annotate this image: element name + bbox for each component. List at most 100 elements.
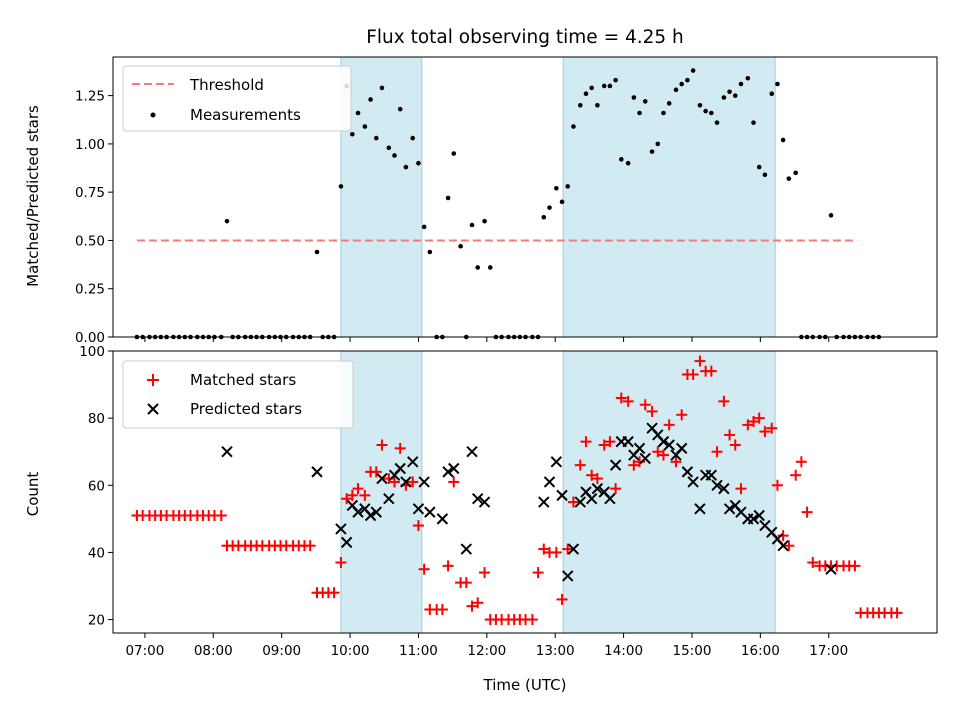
measurement-point xyxy=(571,124,576,129)
predicted-point xyxy=(448,462,460,475)
predicted-point xyxy=(609,459,622,471)
predicted-point xyxy=(562,570,574,582)
matched-point xyxy=(418,563,430,575)
observing-window-2 xyxy=(562,56,776,338)
matched-point xyxy=(407,476,419,488)
y-tick-label: 20 xyxy=(88,613,105,629)
matched-point xyxy=(389,476,401,488)
matched-point xyxy=(370,466,382,478)
matched-point xyxy=(376,439,388,451)
matched-point xyxy=(849,560,861,572)
predicted-point xyxy=(221,446,233,458)
measurement-point xyxy=(738,81,744,87)
predicted-point xyxy=(604,493,616,505)
matched-point xyxy=(466,600,478,612)
x-tick-label: 16:00 xyxy=(741,643,780,659)
matched-point xyxy=(663,419,675,431)
matched-point xyxy=(753,412,765,424)
predicted-point xyxy=(400,476,412,488)
ratio-panel: 0.00 0.25 0.50 0.75 1.00 1.25 xyxy=(75,56,938,346)
matched-point xyxy=(724,429,736,441)
measurement-point xyxy=(445,195,451,201)
predicted-point xyxy=(471,493,484,505)
measurement-point xyxy=(386,145,392,151)
measurement-point xyxy=(403,164,409,170)
predicted-point xyxy=(705,469,718,481)
predicted-point xyxy=(711,479,723,491)
matched-point xyxy=(526,614,538,626)
predicted-point xyxy=(376,472,388,485)
measurement-point xyxy=(362,124,368,129)
matched-point xyxy=(538,543,550,555)
observing-window-2 xyxy=(562,350,776,634)
x-tick-label: 13:00 xyxy=(536,643,575,659)
measurement-point xyxy=(559,199,565,205)
matched-point xyxy=(742,419,754,431)
measurement-point xyxy=(745,75,751,81)
measurement-point xyxy=(661,110,666,116)
matched-point xyxy=(670,456,682,468)
predicted-point xyxy=(825,563,837,575)
matched-point xyxy=(639,399,651,411)
predicted-point xyxy=(407,456,419,468)
predicted-point xyxy=(424,506,436,518)
measurement-point xyxy=(397,106,403,112)
measurement-point xyxy=(673,87,679,93)
matched-point xyxy=(550,546,562,558)
matched-point xyxy=(556,593,568,605)
predicted-point xyxy=(436,513,449,525)
measurement-point xyxy=(416,160,421,166)
plot-frame xyxy=(112,56,938,338)
y-tick-label: 0.00 xyxy=(75,330,105,346)
measurement-point xyxy=(554,186,559,191)
measurement-point xyxy=(475,265,481,270)
measurement-point xyxy=(589,85,594,91)
measurement-point xyxy=(780,137,786,143)
predicted-point xyxy=(718,482,730,495)
predicted-point xyxy=(723,503,736,515)
matched-point xyxy=(766,422,778,434)
measurement-point xyxy=(703,108,708,114)
predicted-point xyxy=(370,506,382,518)
matched-point xyxy=(598,439,610,451)
measurement-point xyxy=(619,157,624,162)
measurement-point xyxy=(469,222,475,228)
predicted-stars-series xyxy=(221,422,837,582)
predicted-legend-swatch xyxy=(147,403,159,415)
measurement-point xyxy=(793,170,798,176)
matched-point xyxy=(759,426,771,438)
count-panel: 20 40 60 80 100 07:00 08:00 09:00 10:00 11:00 12:0… xyxy=(79,344,938,659)
measurement-point xyxy=(625,160,631,166)
y-tick-label: 0.25 xyxy=(75,282,105,298)
predicted-point xyxy=(335,523,347,535)
measurement-point xyxy=(613,77,618,83)
matched-point xyxy=(460,577,472,589)
matched-point xyxy=(304,540,316,552)
measurement-point xyxy=(601,83,607,89)
x-tick-label: 08:00 xyxy=(194,643,233,659)
measurement-point xyxy=(565,184,571,189)
predicted-point xyxy=(694,503,706,515)
predicted-point xyxy=(418,476,430,488)
x-tick-label: 15:00 xyxy=(673,643,712,659)
matched-point xyxy=(412,520,424,532)
predicted-point xyxy=(412,503,425,515)
predicted-point xyxy=(687,476,699,488)
count-legend-frame xyxy=(122,360,354,429)
predicted-point xyxy=(777,540,789,552)
matched-point xyxy=(795,456,807,468)
measurement-point xyxy=(350,131,355,137)
predicted-point xyxy=(352,506,364,518)
predicted-point xyxy=(676,442,688,455)
measurement-point xyxy=(410,135,416,141)
ratio-legend: Threshold Measurements xyxy=(122,65,352,132)
predicted-point xyxy=(478,496,491,508)
predicted-point xyxy=(633,442,646,455)
matched-point xyxy=(567,496,579,508)
measurement-point xyxy=(427,249,433,255)
predicted-point xyxy=(442,466,454,478)
predicted-point xyxy=(383,493,395,505)
y-tick-label: 0.75 xyxy=(75,185,105,201)
x-tick-label: 17:00 xyxy=(809,643,848,659)
matched-point xyxy=(562,543,574,555)
